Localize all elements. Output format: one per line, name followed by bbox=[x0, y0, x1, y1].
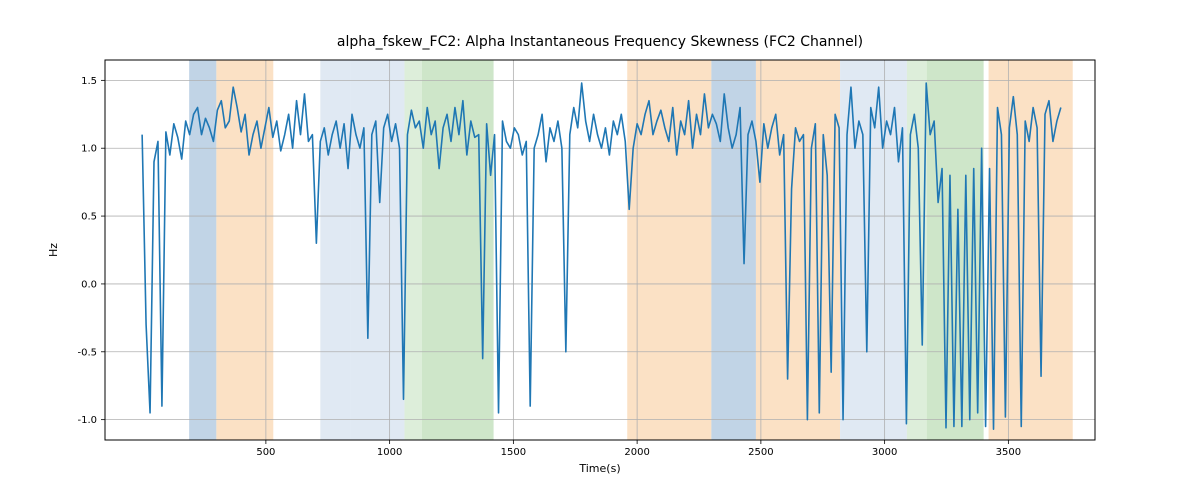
x-tick-label: 3500 bbox=[996, 447, 1021, 458]
x-tick-label: 2000 bbox=[624, 447, 649, 458]
y-tick-label: 0.5 bbox=[81, 212, 97, 223]
y-axis-label: Hz bbox=[47, 243, 60, 257]
shaded-region bbox=[422, 60, 494, 440]
chart-container: 500 1000 1500 2000 2500 3000 3500 -1.0 -0.5 0.0 0.… bbox=[0, 0, 1200, 500]
x-tick-label: 2500 bbox=[748, 447, 773, 458]
y-tick-label: 0.0 bbox=[81, 279, 97, 290]
y-tick-label: 1.5 bbox=[81, 76, 97, 87]
x-tick-label: 1500 bbox=[501, 447, 526, 458]
shaded-region bbox=[711, 60, 756, 440]
shaded-region bbox=[320, 60, 350, 440]
shaded-region bbox=[627, 60, 711, 440]
y-tick-label: -1.0 bbox=[77, 415, 97, 426]
chart-title: alpha_fskew_FC2: Alpha Instantaneous Fre… bbox=[337, 34, 863, 50]
x-tick-label: 1000 bbox=[377, 447, 402, 458]
shaded-region bbox=[756, 60, 840, 440]
shaded-region bbox=[989, 60, 1073, 440]
x-axis-label: Time(s) bbox=[578, 462, 620, 475]
x-tick-label: 500 bbox=[256, 447, 275, 458]
y-tick-label: -0.5 bbox=[77, 347, 97, 358]
y-tick-label: 1.0 bbox=[81, 144, 97, 155]
line-chart: 500 1000 1500 2000 2500 3000 3500 -1.0 -0.5 0.0 0.… bbox=[0, 0, 1200, 500]
shaded-region bbox=[350, 60, 404, 440]
shaded-region bbox=[840, 60, 907, 440]
x-tick-label: 3000 bbox=[872, 447, 897, 458]
shaded-regions bbox=[189, 60, 1073, 440]
